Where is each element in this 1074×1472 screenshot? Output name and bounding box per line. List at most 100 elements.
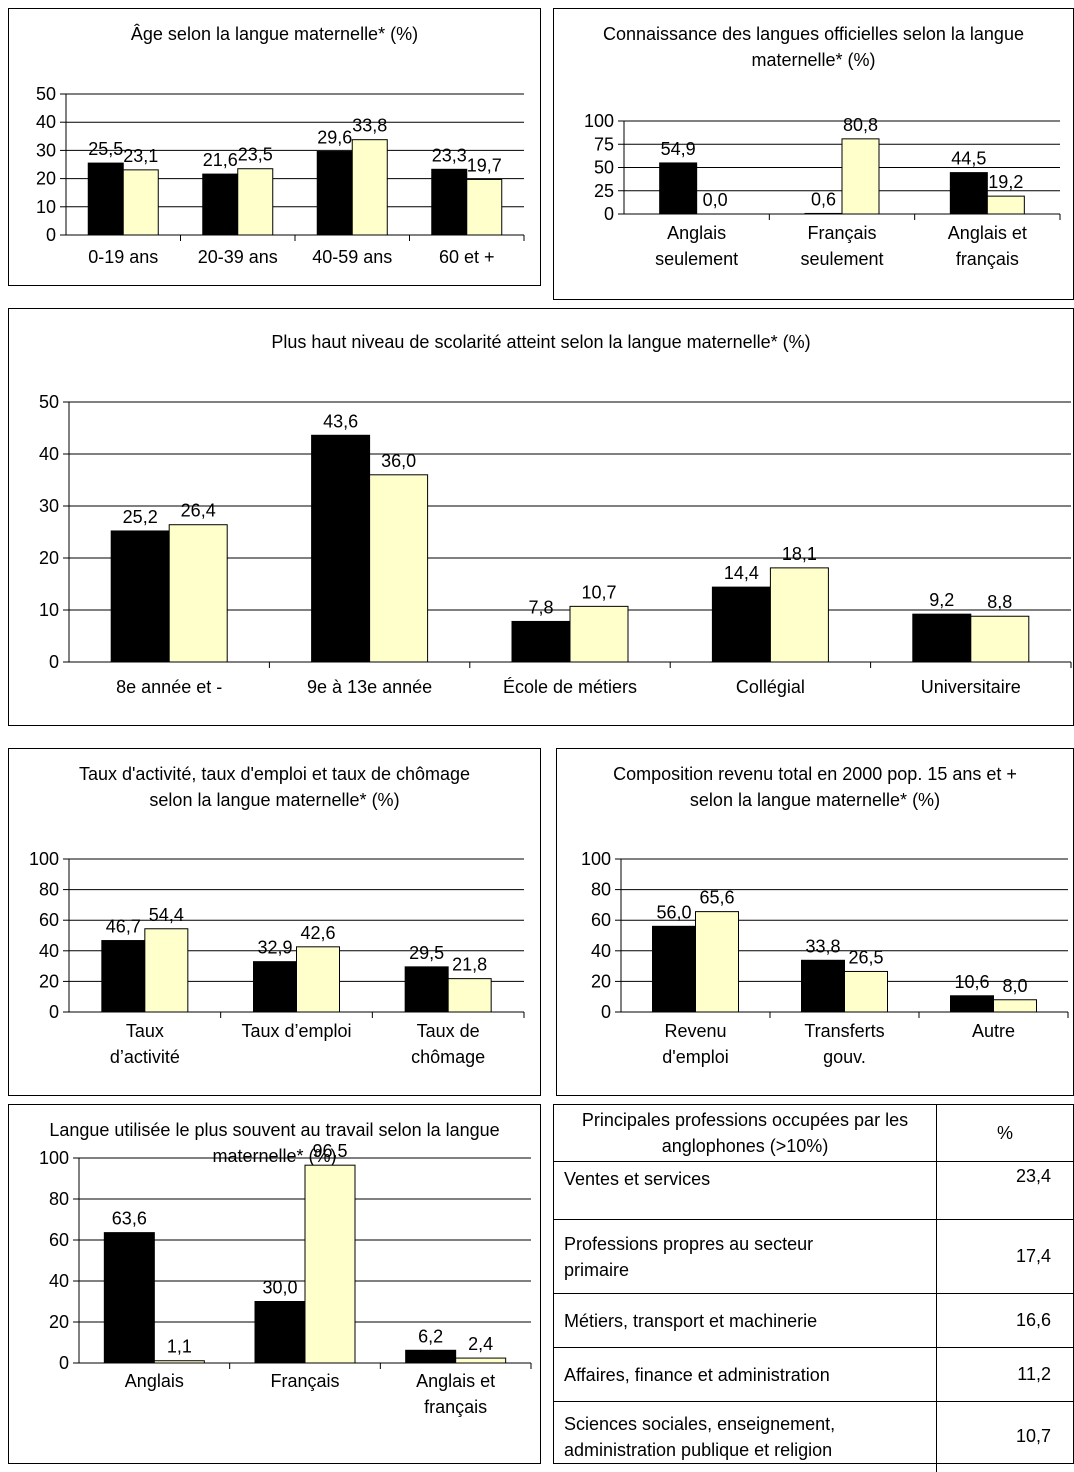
occupations-table-panel: Principales professions occupées par les… xyxy=(553,1104,1074,1472)
data-label: 10,6 xyxy=(954,972,989,992)
data-label: 33,8 xyxy=(352,116,387,136)
table-cell-pct: 16,6 xyxy=(936,1293,1073,1348)
x-tick-label: Transferts gouv. xyxy=(804,1021,884,1067)
bar xyxy=(87,162,124,236)
data-label: 43,6 xyxy=(323,411,358,431)
chart-panel-revenu: Composition revenu total en 2000 pop. 15… xyxy=(556,748,1074,1096)
chart-title: Plus haut niveau de scolarité atteint se… xyxy=(271,332,811,352)
bar xyxy=(711,586,771,663)
y-tick-label: 60 xyxy=(49,1230,69,1250)
x-tick-label: 20-39 ans xyxy=(198,247,278,267)
chart-travail: 0 20 40 60 80 100 63,6 1,1 Anglais 30,0 96,5 França… xyxy=(39,1141,532,1417)
x-tick-label: Français xyxy=(270,1371,339,1391)
bar xyxy=(455,1357,507,1364)
data-label: 18,1 xyxy=(782,544,817,564)
y-tick-label: 80 xyxy=(39,880,59,900)
y-tick-label: 100 xyxy=(39,1148,69,1168)
y-tick-label: 40 xyxy=(39,444,59,464)
table-cell-pct: 23,4 xyxy=(936,1161,1073,1220)
y-tick-label: 80 xyxy=(591,880,611,900)
data-label: 19,2 xyxy=(988,172,1023,192)
x-tick-label: Anglais seulement xyxy=(655,223,738,269)
data-label: 36,0 xyxy=(381,451,416,471)
data-label: 54,9 xyxy=(661,139,696,159)
y-tick-label: 20 xyxy=(49,1312,69,1332)
x-tick-label: Anglais et français xyxy=(948,223,1027,269)
bar xyxy=(431,168,468,236)
y-tick-label: 80 xyxy=(49,1189,69,1209)
data-label: 26,4 xyxy=(181,501,216,521)
x-tick-label: Revenu d'emploi xyxy=(662,1021,728,1067)
chart-title: Âge selon la langue maternelle* (%) xyxy=(130,24,419,44)
chart-panel-travail: Langue utilisée le plus souvent au trava… xyxy=(8,1104,541,1464)
data-label: 8,0 xyxy=(1002,976,1027,996)
chart-langues: 0 25 50 75 100 54,9 0,0 Anglais seulement 0,6 80,8… xyxy=(584,111,1061,269)
bar xyxy=(769,567,829,663)
y-tick-label: 60 xyxy=(591,910,611,930)
chart-panel-langues: Connaissance des langues officielles sel… xyxy=(553,8,1074,300)
y-tick-label: 20 xyxy=(36,169,56,189)
table-cell-label: Métiers, transport et machinerie xyxy=(554,1293,937,1348)
table-row: Affaires, finance et administration 11,2 xyxy=(554,1347,1073,1402)
x-tick-label: Taux d’emploi xyxy=(241,1021,351,1041)
y-tick-label: 60 xyxy=(39,910,59,930)
data-label: 46,7 xyxy=(106,917,141,937)
bar xyxy=(659,162,698,215)
data-label: 0,6 xyxy=(811,189,836,209)
x-tick-label: 0-19 ans xyxy=(88,247,158,267)
y-tick-label: 100 xyxy=(29,849,59,869)
bar xyxy=(695,911,739,1013)
chart-title: Langue utilisée le plus souvent au trava… xyxy=(49,1120,500,1166)
x-tick-label: Taux d’activité xyxy=(110,1021,180,1067)
bar xyxy=(202,173,239,236)
y-tick-label: 100 xyxy=(584,111,614,131)
chart-title: Connaissance des langues officielles sel… xyxy=(603,24,1024,70)
table-cell-label: Sciences sociales, enseignement, adminis… xyxy=(564,1413,836,1460)
bar xyxy=(296,946,340,1013)
table-cell-label: Professions propres au secteur primaire xyxy=(554,1219,937,1294)
y-tick-label: 40 xyxy=(591,941,611,961)
y-tick-label: 50 xyxy=(594,158,614,178)
data-label: 10,7 xyxy=(581,582,616,602)
bar xyxy=(405,1349,457,1364)
bar xyxy=(912,613,972,663)
y-tick-label: 40 xyxy=(36,112,56,132)
x-tick-label: 40-59 ans xyxy=(312,247,392,267)
bar xyxy=(122,169,159,236)
occupations-table: Principales professions occupées par les… xyxy=(554,1105,1073,1472)
chart-title: Taux d'activité, taux d'emploi et taux d… xyxy=(78,764,471,810)
chart-panel-scolarite: Plus haut niveau de scolarité atteint se… xyxy=(8,308,1074,726)
y-tick-label: 40 xyxy=(49,1271,69,1291)
bar xyxy=(304,1164,356,1364)
bar xyxy=(101,940,146,1013)
data-label: 26,5 xyxy=(848,947,883,967)
data-label: 33,8 xyxy=(805,936,840,956)
chart-panel-age: Âge selon la langue maternelle* (%) 0 10 2… xyxy=(8,8,541,286)
x-tick-label: Taux de chômage xyxy=(411,1021,485,1067)
x-tick-label: Universitaire xyxy=(921,677,1021,697)
y-tick-label: 0 xyxy=(49,1002,59,1022)
data-label: 6,2 xyxy=(418,1326,443,1346)
data-label: 54,4 xyxy=(149,905,184,925)
data-label: 29,5 xyxy=(409,943,444,963)
data-label: 56,0 xyxy=(656,902,691,922)
x-tick-label: Français seulement xyxy=(800,223,883,269)
bar xyxy=(466,178,503,236)
bar xyxy=(801,959,845,1013)
data-label: 9,2 xyxy=(929,590,954,610)
data-label: 96,5 xyxy=(312,1141,347,1161)
data-label: 25,2 xyxy=(123,507,158,527)
table-cell-label: Ventes et services xyxy=(554,1161,937,1220)
chart-panel-activite: Taux d'activité, taux d'emploi et taux d… xyxy=(8,748,541,1096)
y-tick-label: 50 xyxy=(39,392,59,412)
data-label: 65,6 xyxy=(699,888,734,908)
table-cell-pct: 11,2 xyxy=(936,1347,1073,1402)
bar xyxy=(447,978,492,1013)
bar xyxy=(404,966,449,1013)
y-tick-label: 0 xyxy=(49,652,59,672)
y-tick-label: 20 xyxy=(39,971,59,991)
data-label: 25,5 xyxy=(88,139,123,159)
y-tick-label: 40 xyxy=(39,941,59,961)
bar xyxy=(569,605,629,663)
bar xyxy=(254,1301,306,1364)
